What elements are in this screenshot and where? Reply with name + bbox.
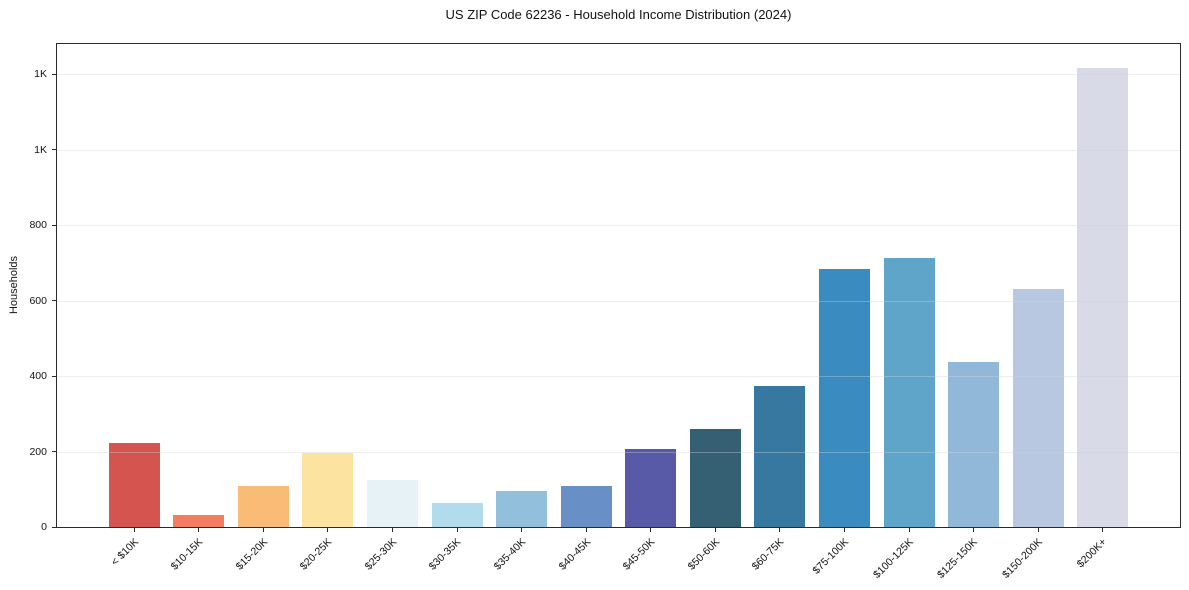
x-axis-tick — [1102, 527, 1104, 532]
x-tick-label: $200K+ — [1074, 536, 1110, 571]
y-tick-label: 200 — [29, 445, 47, 458]
x-axis-tick — [133, 527, 135, 532]
x-axis-tick — [714, 527, 716, 532]
y-tick-label: 800 — [29, 219, 47, 232]
y-axis-tick — [52, 526, 57, 528]
gridline — [57, 74, 1180, 76]
x-axis-tick — [585, 527, 587, 532]
bar-15-20k — [237, 486, 289, 527]
x-axis-tick — [779, 527, 781, 532]
y-axis-tick — [52, 375, 57, 377]
x-tick-label: $15-20K — [233, 536, 270, 573]
bar-200k — [1077, 68, 1129, 527]
gridline — [57, 376, 1180, 378]
x-tick-label: < $10K — [108, 536, 141, 569]
y-tick-label: 1K — [34, 68, 47, 81]
gridline — [57, 149, 1180, 151]
y-axis-tick — [52, 224, 57, 226]
bar-60-75k — [754, 385, 806, 527]
x-tick-label: $20-25K — [297, 536, 335, 573]
x-tick-label: $60-75K — [749, 536, 787, 573]
y-axis-tick — [52, 300, 57, 302]
bar-45-50k — [625, 448, 677, 527]
x-axis-tick — [908, 527, 910, 532]
x-tick-label: $125-150K — [935, 536, 981, 581]
x-axis-tick — [521, 527, 523, 532]
x-tick-label: $30-35K — [427, 536, 464, 573]
gridline — [57, 451, 1180, 453]
x-tick-label: $25-30K — [362, 536, 400, 573]
chart-title: US ZIP Code 62236 - Household Income Dis… — [445, 7, 792, 22]
bar-30-35k — [431, 503, 483, 527]
x-axis-tick — [392, 527, 394, 532]
y-axis-tick — [52, 451, 57, 453]
x-tick-label: $35-40K — [491, 536, 529, 573]
x-tick-label: $45-50K — [620, 536, 658, 573]
bar-20-25k — [302, 453, 354, 527]
x-tick-label: $150-200K — [999, 536, 1045, 581]
bar-40-45k — [560, 485, 612, 527]
y-tick-label: 1K — [34, 143, 47, 156]
bar-50-60k — [689, 429, 741, 527]
gridline — [57, 300, 1180, 302]
x-tick-label: $75-100K — [810, 536, 851, 577]
x-axis-tick — [973, 527, 975, 532]
y-axis-tick — [52, 149, 57, 151]
plot-area: 0 200 400 600 800 1K 1K < $10K $10-15K $15-20K $20… — [29, 43, 1181, 581]
bar-100-125k — [883, 257, 935, 527]
bar-10-15k — [173, 514, 225, 527]
x-tick-label: $10-15K — [168, 536, 206, 573]
y-tick-label: 600 — [29, 294, 47, 307]
x-axis-tick — [650, 527, 652, 532]
x-axis-tick — [198, 527, 200, 532]
x-axis-tick — [1037, 527, 1039, 532]
y-tick-label: 0 — [41, 521, 47, 533]
x-tick-label: $100-125K — [870, 536, 916, 581]
y-tick-label: 400 — [29, 370, 47, 383]
bar-150-200k — [1012, 289, 1064, 527]
bar-125-150k — [948, 362, 1000, 527]
bar-35-40k — [496, 490, 548, 527]
bar-25-30k — [367, 480, 419, 527]
x-tick-label: $50-60K — [685, 536, 722, 573]
x-axis-tick — [327, 527, 329, 532]
x-axis-tick — [456, 527, 458, 532]
bar-10k — [108, 442, 160, 527]
bar-75-100k — [818, 268, 870, 527]
x-axis-tick — [262, 527, 264, 532]
x-axis-tick — [843, 527, 845, 532]
x-tick-label: $40-45K — [556, 536, 593, 573]
gridline — [57, 225, 1180, 227]
y-axis-tick — [52, 73, 57, 75]
